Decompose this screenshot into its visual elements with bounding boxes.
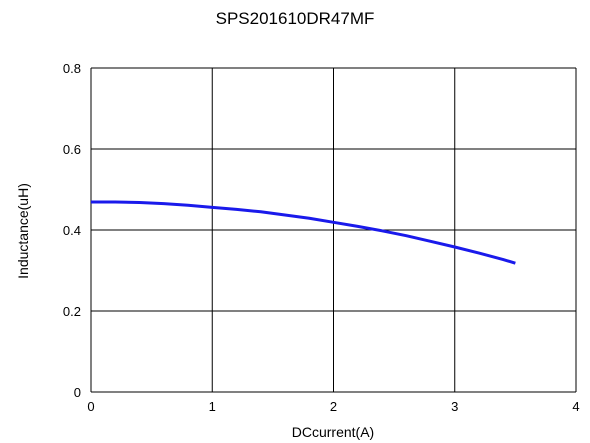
y-axis-title: Inductance(uH): [15, 183, 31, 279]
x-tick-label-0: 0: [87, 399, 94, 414]
tick-label-layer: 0 1 2 3 4 0 0.2 0.4 0.6 0.8: [63, 61, 580, 414]
y-tick-label-3: 0.6: [63, 142, 81, 157]
y-tick-label-1: 0.2: [63, 304, 81, 319]
y-tick-label-2: 0.4: [63, 223, 81, 238]
grid-layer: [90, 67, 577, 393]
series-layer: [91, 200, 516, 265]
y-tick-label-4: 0.8: [63, 61, 81, 76]
chart-title: SPS201610DR47MF: [215, 9, 375, 28]
x-tick-label-2: 2: [330, 399, 337, 414]
x-tick-label-3: 3: [451, 399, 458, 414]
y-tick-label-0: 0: [74, 385, 81, 400]
series-line-0: [91, 200, 516, 265]
x-tick-label-1: 1: [209, 399, 216, 414]
x-tick-label-4: 4: [572, 399, 579, 414]
x-axis-title: DCcurrent(A): [292, 424, 374, 440]
